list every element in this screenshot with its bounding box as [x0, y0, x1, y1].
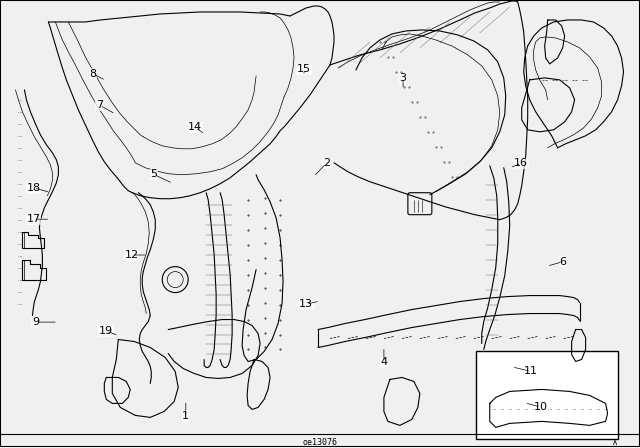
- Text: 12: 12: [124, 250, 138, 260]
- Text: 7: 7: [96, 100, 103, 110]
- Text: 18: 18: [27, 183, 41, 193]
- Text: 9: 9: [32, 317, 39, 327]
- Text: 16: 16: [515, 158, 528, 168]
- Text: 19: 19: [99, 326, 113, 336]
- Text: 14: 14: [188, 122, 202, 133]
- Text: 5: 5: [150, 169, 157, 180]
- Text: 11: 11: [524, 366, 538, 376]
- Text: 2: 2: [323, 158, 330, 168]
- Bar: [476, 352, 618, 439]
- Text: ∧: ∧: [611, 438, 618, 447]
- Text: 8: 8: [90, 69, 97, 79]
- Text: oe13076: oe13076: [303, 438, 337, 447]
- Text: 3: 3: [399, 73, 406, 83]
- Text: 10: 10: [534, 402, 547, 412]
- Text: 1: 1: [182, 411, 189, 421]
- Text: 6: 6: [559, 257, 566, 267]
- Text: 15: 15: [297, 65, 311, 74]
- Text: 13: 13: [299, 299, 313, 309]
- Text: 17: 17: [27, 214, 41, 224]
- Text: 4: 4: [380, 358, 387, 367]
